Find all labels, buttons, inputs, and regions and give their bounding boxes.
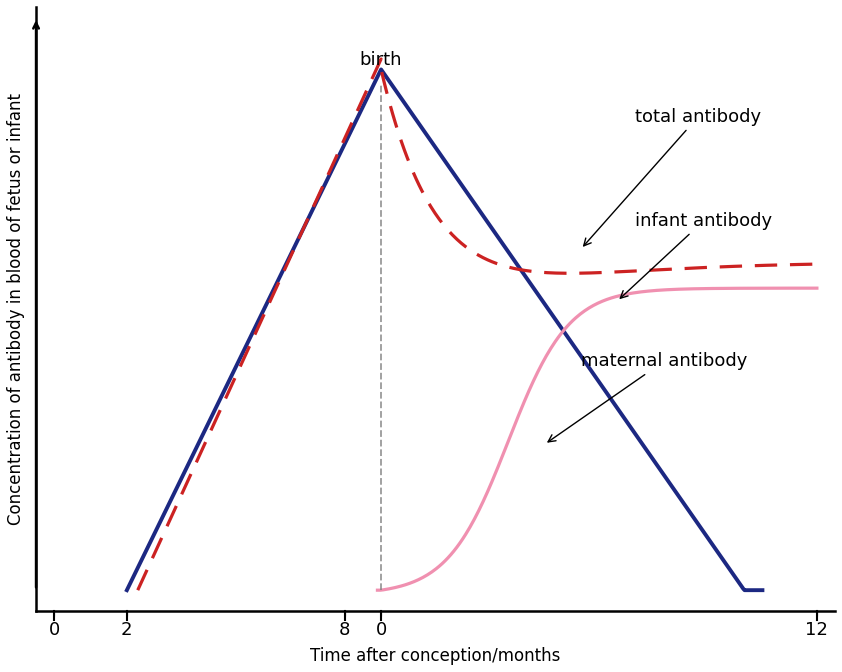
Text: infant antibody: infant antibody (621, 212, 772, 298)
Y-axis label: Concentration of antibody in blood of fetus or infant: Concentration of antibody in blood of fe… (7, 93, 25, 525)
Text: total antibody: total antibody (584, 108, 761, 246)
Text: birth: birth (360, 52, 402, 69)
X-axis label: Time after conception/months: Time after conception/months (311, 647, 561, 665)
Text: maternal antibody: maternal antibody (548, 352, 747, 442)
